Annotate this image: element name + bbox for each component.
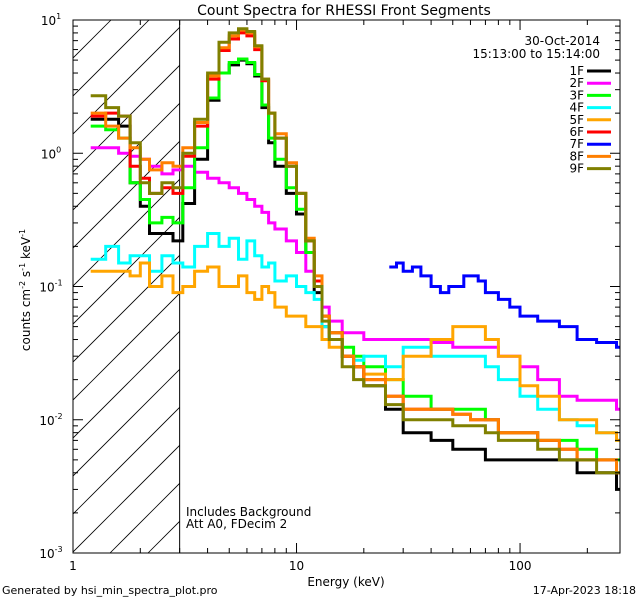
y-tick-label: 101 [41, 12, 61, 28]
legend-label-8F: 8F [569, 149, 584, 163]
legend-label-1F: 1F [569, 64, 584, 78]
legend-label-7F: 7F [569, 137, 584, 151]
x-tick-label: 100 [509, 559, 532, 573]
note-attenuator: Att A0, FDecim 2 [186, 517, 287, 531]
series-line-3F [90, 57, 620, 462]
legend-label-3F: 3F [569, 88, 584, 102]
y-axis-label: counts cm-2 s-1 keV-1 [18, 229, 33, 351]
hatch-line [73, 406, 180, 515]
chart-title: Count Spectra for RHESSI Front Segments [197, 3, 491, 19]
observation-date: 30-Oct-2014 [524, 34, 600, 48]
y-tick-label: 100 [41, 145, 61, 161]
series-line-8F [90, 28, 620, 475]
x-tick-label: 1 [69, 559, 77, 573]
axis-ticks: 1 10 100 101 100 10-1 10-2 10-3 [39, 12, 620, 573]
series-line-1F [90, 58, 620, 491]
observation-time-range: 15:13:00 to 15:14:00 [473, 47, 600, 61]
legend-label-9F: 9F [569, 162, 584, 176]
footer-timestamp: 17-Apr-2023 18:18 [533, 584, 636, 597]
hatch-line [73, 368, 180, 477]
y-tick-label: 10-3 [39, 545, 62, 561]
series-group [90, 27, 620, 491]
hatch-line [73, 444, 180, 553]
series-line-9F [90, 27, 620, 475]
y-tick-label: 10-2 [39, 412, 62, 428]
series-line-6F [90, 31, 620, 475]
legend-label-6F: 6F [569, 125, 584, 139]
legend-label-2F: 2F [569, 76, 584, 90]
series-line-5F [90, 261, 620, 442]
legend-label-5F: 5F [569, 113, 584, 127]
hatch-line [73, 26, 180, 135]
note-background: Includes Background [186, 505, 311, 519]
footer-generated-by: Generated by hsi_min_spectra_plot.pro [2, 584, 218, 597]
series-line-7F [389, 261, 620, 349]
y-tick-label: 10-1 [39, 279, 62, 295]
x-axis-label: Energy (keV) [307, 575, 384, 589]
hatch-line [73, 216, 180, 325]
hatch-line [73, 102, 180, 211]
x-tick-label: 10 [289, 559, 304, 573]
hatch-line [73, 64, 180, 173]
series-line-4F [90, 232, 620, 442]
legend-label-4F: 4F [569, 101, 584, 115]
